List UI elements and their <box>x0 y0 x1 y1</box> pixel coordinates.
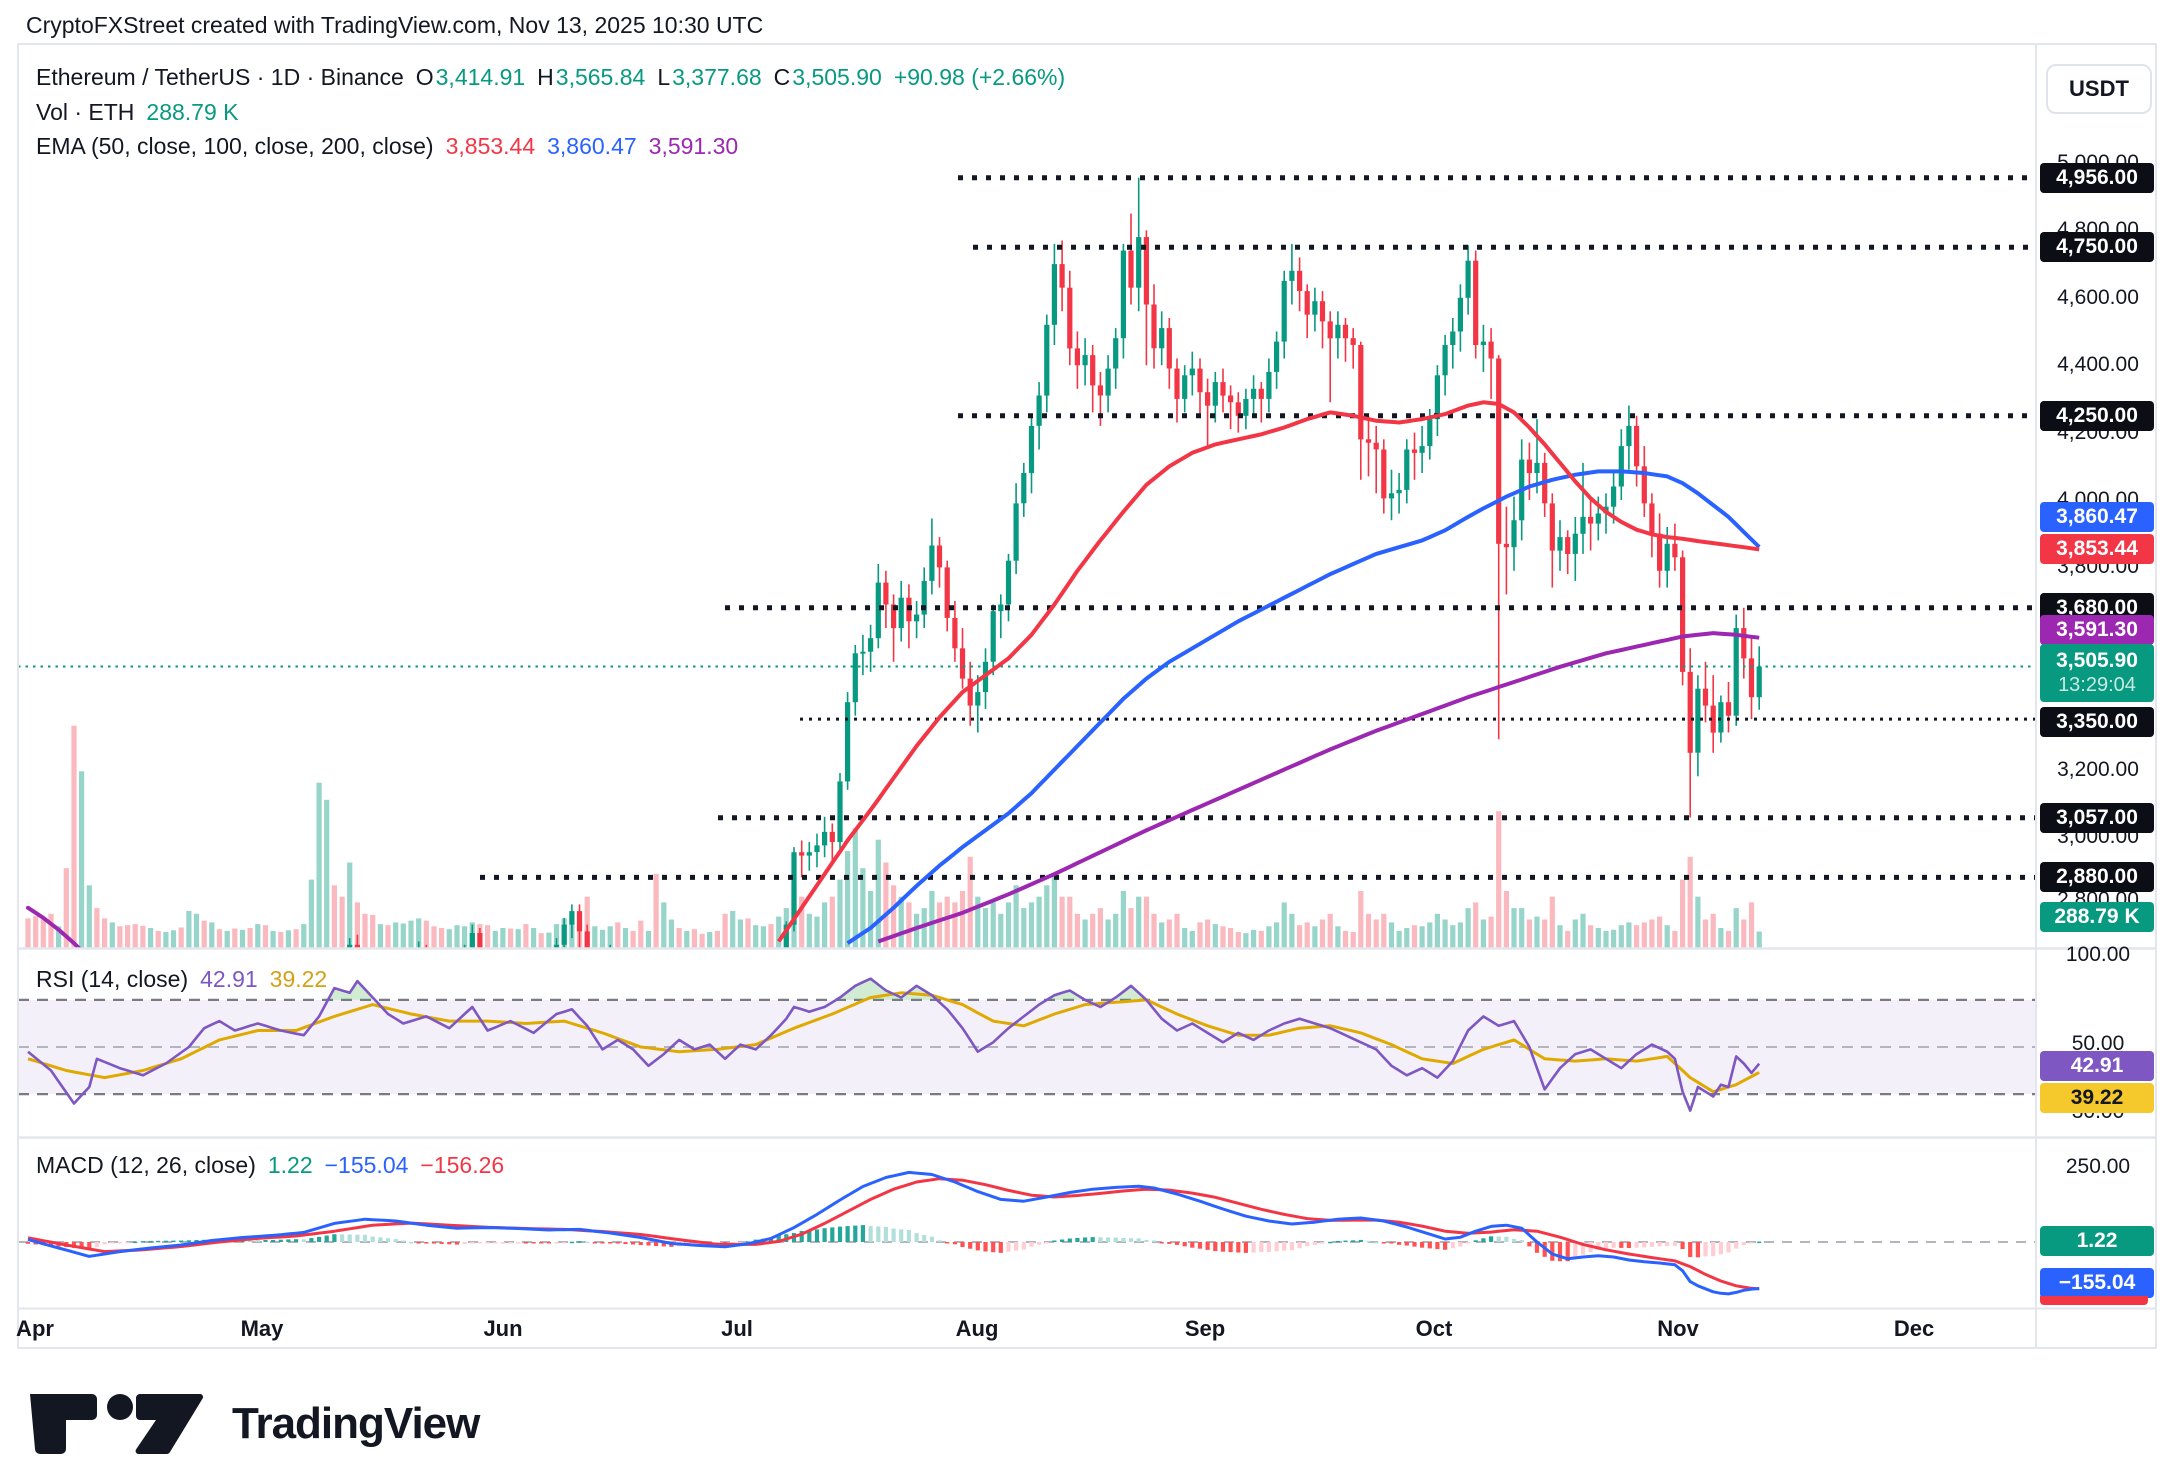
ema50-value: 3,853.44 <box>445 133 536 159</box>
price-axis-label: 250.00 <box>2065 1155 2131 1178</box>
volume-label: Vol · ETH <box>36 99 135 125</box>
axis-price-badge: 4,956.00 <box>2040 163 2154 193</box>
macd-label: MACD (12, 26, close) <box>36 1152 256 1178</box>
time-axis-month-jun: Jun <box>483 1316 523 1341</box>
axis-price-badge: 3,057.00 <box>2040 803 2154 833</box>
axis-price-badge: 288.79 K <box>2040 902 2154 932</box>
axis-price-badge: 4,750.00 <box>2040 232 2154 262</box>
axis-price-badge: 3,860.47 <box>2040 502 2154 532</box>
tradingview-wordmark: TradingView <box>232 1399 480 1448</box>
axis-price-badge: 2,880.00 <box>2040 862 2154 892</box>
time-axis-month-nov: Nov <box>1657 1316 1699 1341</box>
tradingview-logo-icon <box>30 1394 204 1454</box>
currency-toggle-button[interactable]: USDT <box>2046 64 2152 114</box>
time-axis-month-sep: Sep <box>1184 1316 1226 1341</box>
time-axis-month-aug: Aug <box>955 1316 999 1341</box>
change-value: +90.98 (+2.66%) <box>893 64 1066 90</box>
low-value: 3,377.68 <box>672 64 762 90</box>
price-axis-label: 3,200.00 <box>2057 758 2139 781</box>
high-label: H <box>537 64 554 90</box>
volume-value: 288.79 K <box>146 99 239 125</box>
close-label: C <box>773 64 791 90</box>
open-label: O <box>415 64 434 90</box>
open-value: 3,414.91 <box>435 64 526 90</box>
price-axis-label: 50.00 <box>2071 1032 2125 1055</box>
axis-price-badge: 1.22 <box>2040 1226 2154 1256</box>
time-axis-month-apr: Apr <box>16 1316 54 1341</box>
close-value: 3,505.90 <box>792 64 882 90</box>
axis-price-badge: 3,591.30 <box>2040 615 2154 645</box>
price-axis-label: 4,400.00 <box>2057 353 2139 376</box>
macd-line-value: −155.04 <box>324 1152 409 1178</box>
rsi-value: 42.91 <box>200 966 258 992</box>
axis-price-badge: 3,505.90 13:29:04 <box>2040 644 2154 702</box>
axis-price-badge: 3,350.00 <box>2040 707 2154 737</box>
axis-price-badge: 3,853.44 <box>2040 534 2154 564</box>
ema100-value: 3,860.47 <box>547 133 637 159</box>
price-axis-label: 100.00 <box>2065 943 2131 966</box>
volume-legend: Vol · ETH 288.79 K <box>36 99 239 126</box>
rsi-ma-value: 39.22 <box>269 966 328 992</box>
high-value: 3,565.84 <box>555 64 646 90</box>
axis-price-badge: 4,250.00 <box>2040 401 2154 431</box>
macd-signal-value: −156.26 <box>420 1152 505 1178</box>
symbol-legend: Ethereum / TetherUS · 1D · Binance O 3,41… <box>36 64 1065 91</box>
attribution-header: CryptoFXStreet created with TradingView.… <box>26 12 764 38</box>
rsi-legend: RSI (14, close) 42.91 39.22 <box>36 966 327 993</box>
price-axis-label: 4,600.00 <box>2057 286 2139 309</box>
macd-legend: MACD (12, 26, close) 1.22 −155.04 −156.2… <box>36 1152 504 1179</box>
axis-price-badge: −155.04 <box>2040 1268 2154 1305</box>
time-axis-month-may: May <box>240 1316 284 1341</box>
ema200-value: 3,591.30 <box>648 133 739 159</box>
ema-legend: EMA (50, close, 100, close, 200, close) … <box>36 133 738 160</box>
time-axis-month-oct: Oct <box>1415 1316 1453 1341</box>
rsi-label: RSI (14, close) <box>36 966 189 992</box>
axis-price-badge: 39.22 <box>2040 1083 2154 1113</box>
time-axis-month-dec: Dec <box>1893 1316 1935 1341</box>
macd-hist-value: 1.22 <box>267 1152 313 1178</box>
tradingview-logo[interactable]: TradingView <box>28 1392 480 1456</box>
symbol-title: Ethereum / TetherUS · 1D · Binance <box>36 64 404 90</box>
low-label: L <box>657 64 671 90</box>
axis-price-badge: 42.91 <box>2040 1051 2154 1081</box>
ema-label: EMA (50, close, 100, close, 200, close) <box>36 133 434 159</box>
time-axis-month-jul: Jul <box>721 1316 753 1341</box>
